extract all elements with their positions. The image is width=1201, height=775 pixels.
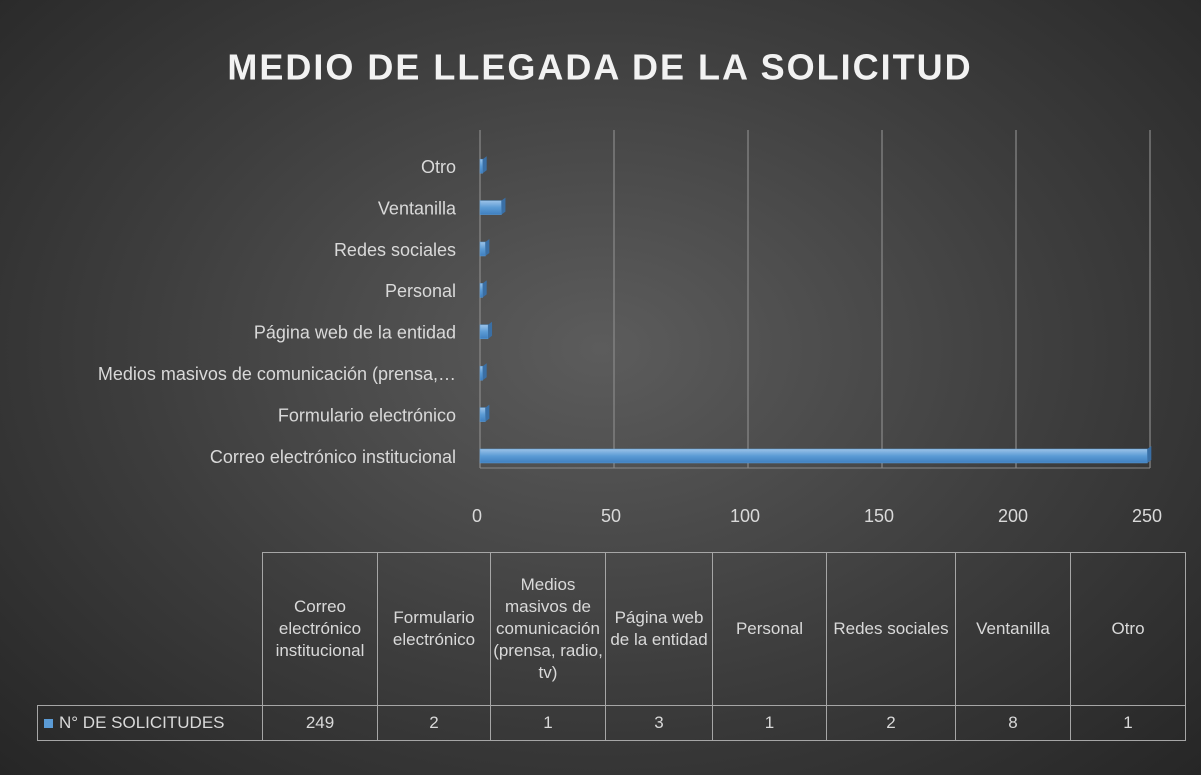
bar-end [482,156,487,174]
table-header: Ventanilla [955,552,1071,706]
y-tick-label: Formulario electrónico [278,405,456,425]
x-tick-label: 50 [601,506,621,526]
bar-end [488,321,493,339]
table-header: Página web de la entidad [605,552,713,706]
table-header: Formulario electrónico [377,552,491,706]
x-tick-label: 250 [1132,506,1162,526]
bar-end [482,280,487,298]
bar-end [485,239,490,256]
table-header: Correo electrónico institucional [262,552,378,706]
bar-group [479,197,506,215]
table-value: 1 [490,705,606,741]
y-tick-label: Ventanilla [378,198,457,218]
bar-group [479,404,490,422]
table-header: Personal [712,552,827,706]
bar-end [482,363,487,381]
bar-group [479,446,1152,464]
table-header: Otro [1070,552,1186,706]
table-header: Redes sociales [826,552,956,706]
x-tick-label: 150 [864,506,894,526]
y-tick-label: Personal [385,281,456,301]
legend-label: N° DE SOLICITUDES [59,712,225,732]
bar-end [1147,446,1152,463]
legend-key [44,718,53,728]
x-tick-label: 200 [998,506,1028,526]
table-value: 3 [605,705,713,741]
legend-cell: N° DE SOLICITUDES [37,705,263,741]
y-tick-label: Correo electrónico institucional [210,447,456,467]
bar-end [501,197,506,215]
y-tick-label: Otro [421,157,456,177]
bar-group [479,321,493,340]
table-value: 249 [262,705,378,741]
bar-group [479,156,487,174]
chart-title: MEDIO DE LLEGADA DE LA SOLICITUD [227,47,972,88]
x-tick-label: 100 [730,506,760,526]
table-value: 1 [712,705,827,741]
y-tick-label: Medios masivos de comunicación (prensa,… [98,364,456,384]
x-tick-label: 0 [472,506,482,526]
y-tick-label: Página web de la entidad [254,323,456,343]
bar-group [479,280,487,298]
table-value: 8 [955,705,1071,741]
bar-group [479,363,487,381]
table-value: 1 [1070,705,1186,741]
bar-end [485,404,490,422]
bar-group [479,239,490,257]
table-value: 2 [377,705,491,741]
table-header: Medios masivos de comunicación (prensa, … [490,552,606,706]
y-tick-label: Redes sociales [334,240,456,260]
table-value: 2 [826,705,956,741]
